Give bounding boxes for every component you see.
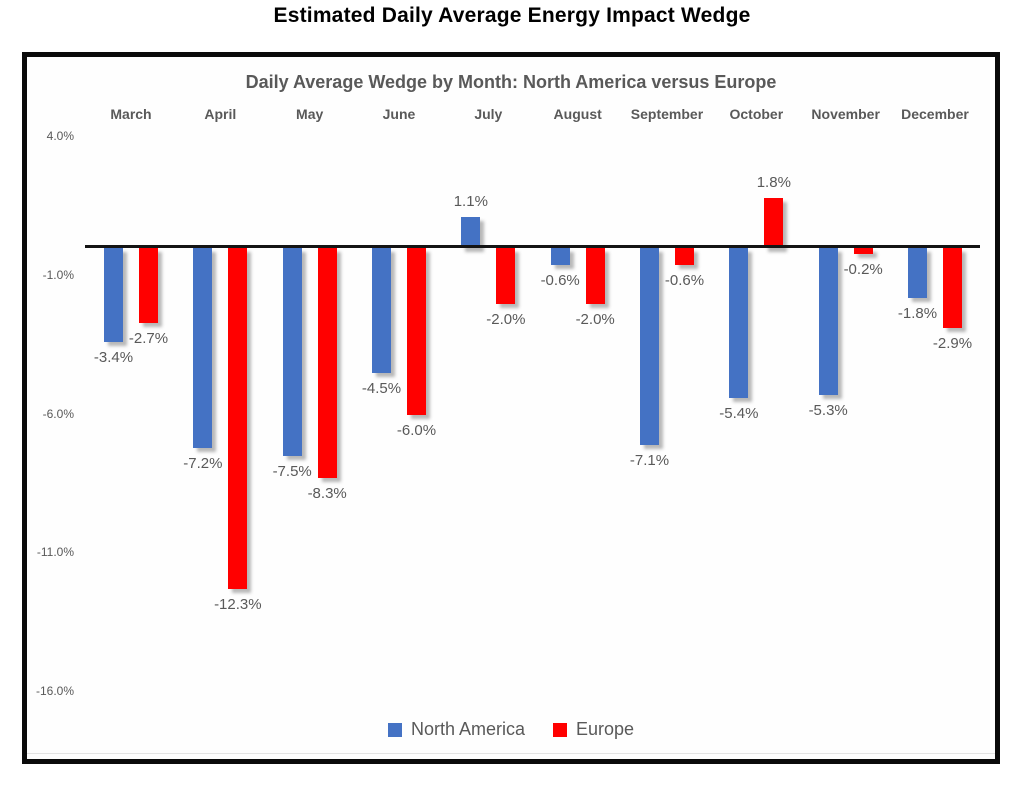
legend-item-europe: Europe bbox=[553, 719, 634, 740]
legend-label-europe: Europe bbox=[576, 719, 635, 739]
month-label-september: September bbox=[630, 106, 704, 122]
value-label-north-america-may: -7.5% bbox=[272, 463, 312, 481]
value-label-europe-march: -2.7% bbox=[128, 329, 169, 347]
bar-europe-august bbox=[585, 248, 605, 304]
bar-europe-december bbox=[942, 248, 962, 329]
value-label-europe-may: -8.3% bbox=[307, 485, 347, 503]
legend: North America Europe bbox=[22, 719, 1000, 740]
bar-europe-march bbox=[139, 248, 158, 323]
zero-axis-line bbox=[85, 245, 980, 248]
y-tick-label-4.0-: 4.0% bbox=[46, 129, 74, 143]
month-label-december: December bbox=[901, 106, 969, 122]
bar-north-america-july bbox=[461, 217, 481, 248]
bar-north-america-november bbox=[818, 248, 838, 396]
month-label-october: October bbox=[729, 106, 784, 122]
legend-item-north-america: North America bbox=[387, 719, 525, 740]
bar-europe-november bbox=[853, 248, 873, 254]
value-label-europe-december: -2.9% bbox=[932, 335, 973, 353]
value-label-europe-june: -6.0% bbox=[396, 421, 437, 439]
month-label-april: April bbox=[204, 106, 237, 122]
bar-europe-april bbox=[228, 248, 248, 590]
value-label-north-america-august: -0.6% bbox=[540, 271, 580, 289]
y-tick-label--11.0-: -11.0% bbox=[36, 545, 74, 560]
bar-north-america-may bbox=[282, 248, 302, 457]
bar-north-america-december bbox=[907, 248, 927, 298]
bar-europe-may bbox=[317, 248, 337, 479]
value-label-europe-november: -0.2% bbox=[843, 260, 883, 278]
page-title: Estimated Daily Average Energy Impact We… bbox=[273, 4, 751, 27]
bar-europe-june bbox=[406, 248, 426, 415]
bar-europe-september bbox=[674, 248, 694, 265]
y-tick-label--16.0-: -16.0% bbox=[35, 684, 74, 698]
value-label-north-america-december: -1.8% bbox=[897, 304, 938, 322]
value-label-north-america-april: -7.2% bbox=[183, 454, 223, 472]
value-label-north-america-july: 1.1% bbox=[453, 193, 488, 211]
value-label-north-america-october: -5.4% bbox=[719, 404, 759, 422]
legend-swatch-north-america bbox=[387, 722, 402, 737]
bar-europe-october bbox=[764, 198, 784, 248]
value-label-north-america-september: -7.1% bbox=[629, 452, 670, 470]
value-label-europe-august: -2.0% bbox=[575, 310, 615, 328]
value-label-north-america-june: -4.5% bbox=[361, 379, 402, 397]
value-label-europe-september: -0.6% bbox=[664, 271, 705, 289]
value-label-north-america-march: -3.4% bbox=[93, 349, 134, 367]
month-label-may: May bbox=[296, 106, 324, 122]
month-label-march: March bbox=[110, 106, 152, 122]
chart-frame bbox=[22, 52, 1000, 764]
bar-europe-july bbox=[496, 248, 516, 304]
value-label-europe-october: 1.8% bbox=[756, 174, 791, 192]
value-label-europe-april: -12.3% bbox=[214, 596, 262, 614]
month-label-august: August bbox=[553, 106, 602, 122]
chart-title: Daily Average Wedge by Month: North Amer… bbox=[245, 72, 777, 92]
bar-north-america-august bbox=[550, 248, 570, 265]
legend-swatch-europe bbox=[553, 722, 567, 737]
bar-north-america-june bbox=[371, 248, 391, 373]
y-tick-label--6.0-: -6.0% bbox=[42, 406, 74, 421]
bar-north-america-march bbox=[104, 248, 123, 343]
bottom-hairline bbox=[27, 753, 995, 754]
legend-label-north-america: North America bbox=[410, 719, 525, 739]
month-label-november: November bbox=[811, 106, 880, 122]
month-label-july: July bbox=[474, 106, 503, 122]
bar-north-america-october bbox=[729, 248, 749, 398]
bar-north-america-september bbox=[639, 248, 659, 446]
value-label-north-america-november: -5.3% bbox=[808, 402, 848, 420]
bar-north-america-april bbox=[193, 248, 213, 448]
value-label-europe-july: -2.0% bbox=[486, 310, 526, 328]
y-tick-label--1.0-: -1.0% bbox=[42, 267, 74, 282]
month-label-june: June bbox=[382, 106, 416, 122]
